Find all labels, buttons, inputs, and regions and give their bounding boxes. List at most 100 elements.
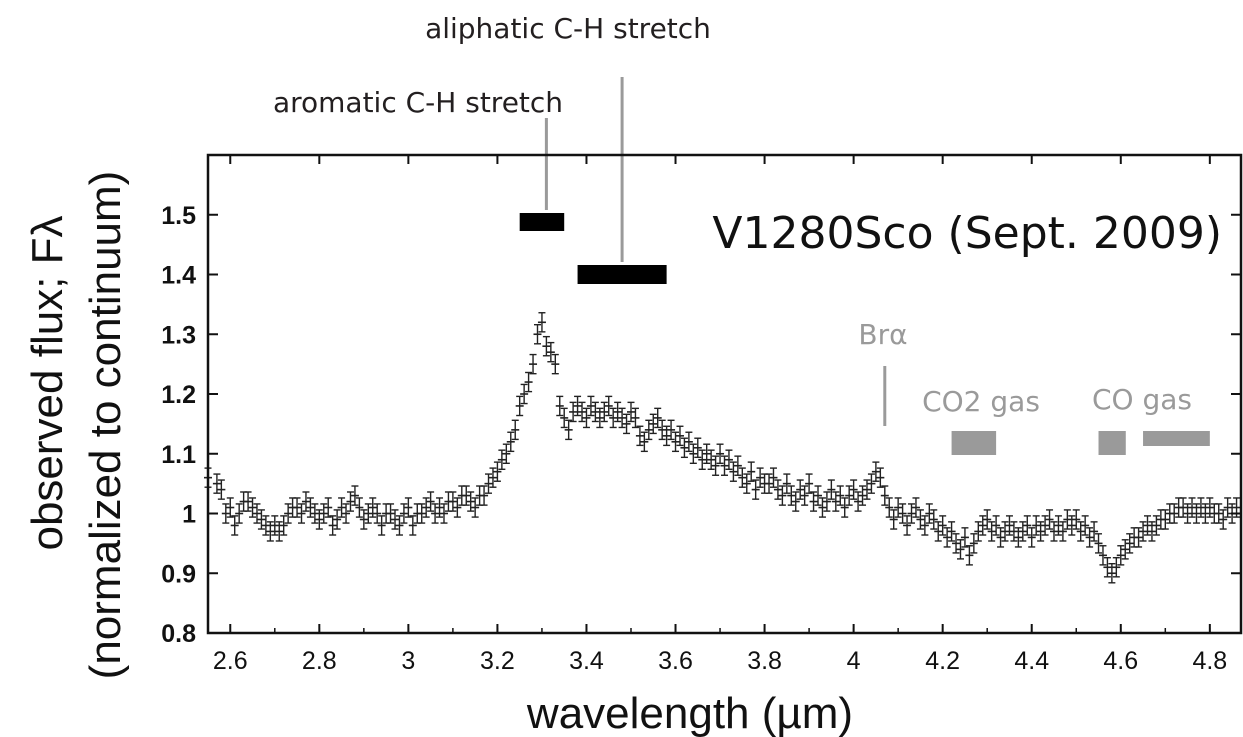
data-point [462,485,471,506]
data-point [938,515,947,536]
data-point [862,479,871,500]
data-point [1085,527,1094,548]
data-point [275,521,284,542]
data-point [880,485,889,506]
plot-frame [206,153,1243,635]
data-point [845,485,854,506]
data-point [1076,521,1085,542]
data-point [965,545,974,566]
y-tick-label: 0.8 [161,620,196,648]
data-point [983,509,992,530]
data-point [537,312,546,333]
data-point [1116,545,1125,566]
data-point [613,401,622,423]
data-point [858,485,867,506]
data-point [595,407,604,429]
data-point [328,515,337,536]
data-point [235,503,244,524]
x-axis-ticks: 2.6 2.8 3 3.2 3.4 3.6 3.8 4 4.2 4.4 4.6 4.8 [213,155,1227,675]
data-point [1112,557,1121,578]
data-point [551,353,560,375]
data-point [221,503,230,524]
y-axis-ticks: 0.8 0.9 1 1.1 1.2 1.3 1.4 1.5 [161,202,1241,648]
y-tick-label: 1.2 [161,381,196,409]
x-tick-label: 4.6 [1103,647,1138,675]
data-point [578,401,587,423]
data-point [1134,527,1143,548]
data-point [849,479,858,500]
data-point [609,407,618,429]
data-point [586,395,595,417]
data-point [582,407,591,429]
data-point [1170,503,1179,524]
data-point [733,455,742,476]
co2-label: CO2 gas [922,385,1040,418]
data-point [974,521,983,542]
data-point [662,425,671,447]
data-point [573,395,582,417]
y-axis-title-line2: (normalized to continuum) [81,171,130,680]
x-axis-title: wavelength (µm) [526,689,853,737]
data-point [1009,521,1018,542]
data-point [368,497,377,518]
data-point [244,491,253,512]
data-point [876,467,885,488]
data-point [480,485,489,506]
data-point [854,491,863,512]
data-point [631,407,640,429]
data-point [515,395,524,417]
data-point [230,515,239,536]
data-point [1121,539,1130,560]
data-point [684,431,693,453]
data-point [1067,515,1076,536]
data-point [252,503,261,524]
data-point [952,533,961,554]
data-point [248,497,257,518]
data-point [618,407,627,429]
y-tick-label: 1.4 [161,262,196,290]
data-point [800,485,809,506]
data-point [1032,515,1041,536]
y-axis-title-line1: observed flux; Fλ [23,215,72,550]
data-point [809,491,818,512]
data-point [506,431,515,453]
data-point [520,383,529,405]
data-point [1103,557,1112,578]
x-tick-label: 2.6 [213,647,248,675]
data-point [822,491,831,512]
data-point [649,413,658,435]
data-point [1041,515,1050,536]
data-point [1005,515,1014,536]
x-tick-label: 4 [847,647,861,675]
data-point [943,527,952,548]
data-point [996,527,1005,548]
data-point [266,521,275,542]
data-point [1223,497,1232,518]
data-point [1027,527,1036,548]
data-point [956,539,965,560]
data-point [707,449,716,470]
data-point [301,491,310,512]
data-point [702,443,711,465]
data-point [546,341,555,363]
data-point [453,497,462,518]
data-point [644,419,653,441]
data-point [929,509,938,530]
data-point [1192,503,1201,524]
data-point [1183,503,1192,524]
bralpha-label: Brα [858,318,907,351]
data-point [391,509,400,530]
data-point [417,503,426,524]
data-point [466,491,475,512]
data-point [960,527,969,548]
y-tick-label: 1.3 [161,321,196,349]
data-point [787,485,796,506]
data-point [386,503,395,524]
data-point [564,419,573,441]
data-point [350,485,359,506]
data-point [716,443,725,465]
data-point [529,353,538,375]
x-tick-label: 3.4 [569,647,604,675]
data-point [1049,521,1058,542]
x-tick-label: 3 [401,647,415,675]
